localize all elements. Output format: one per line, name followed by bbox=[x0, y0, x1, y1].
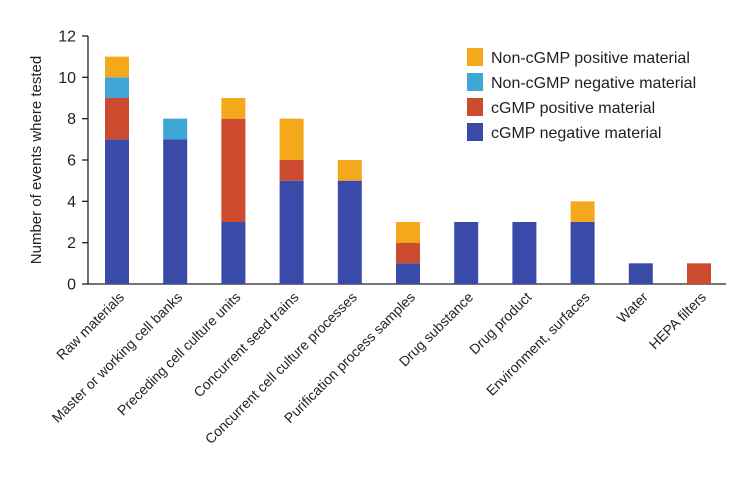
y-axis-title: Number of events where tested bbox=[28, 56, 45, 264]
y-tick-label: 0 bbox=[67, 277, 76, 294]
legend-label: cGMP negative material bbox=[491, 125, 661, 142]
bar-segment bbox=[687, 263, 711, 284]
bar-segment bbox=[105, 77, 129, 98]
x-tick-label: Concurrent seed trains bbox=[190, 289, 301, 400]
bar-segment bbox=[279, 180, 304, 284]
legend-label: Non-cGMP negative material bbox=[491, 75, 696, 92]
x-tick-label: Water bbox=[614, 289, 652, 327]
x-tick-label: Environment, surfaces bbox=[483, 289, 593, 399]
legend-label: cGMP positive material bbox=[491, 100, 655, 117]
bar-segment bbox=[279, 118, 304, 160]
y-tick-label: 10 bbox=[58, 70, 76, 87]
bar-segment bbox=[570, 222, 595, 284]
bar-segment bbox=[396, 222, 420, 243]
bar-segment bbox=[105, 139, 129, 284]
bar-segment bbox=[570, 201, 595, 222]
x-tick-label: HEPA filters bbox=[646, 289, 709, 352]
bar-segment bbox=[337, 180, 362, 284]
bar-segment bbox=[163, 139, 188, 284]
y-tick-label: 12 bbox=[58, 29, 76, 46]
legend-label: Non-cGMP positive material bbox=[491, 50, 690, 67]
legend-swatch bbox=[467, 73, 483, 91]
legend-swatch bbox=[467, 48, 483, 66]
bar-segment bbox=[105, 98, 129, 140]
y-tick-label: 8 bbox=[67, 111, 76, 128]
bars bbox=[105, 56, 711, 284]
x-tick-label: Preceding cell culture units bbox=[114, 289, 244, 419]
bar-segment bbox=[628, 263, 653, 284]
bar-segment bbox=[396, 263, 420, 284]
bar-segment bbox=[396, 242, 420, 264]
bar-segment bbox=[454, 222, 479, 284]
bar-segment bbox=[105, 56, 129, 78]
bar-segment bbox=[279, 160, 304, 181]
legend-swatch bbox=[467, 123, 483, 141]
y-tick-label: 4 bbox=[67, 194, 76, 211]
legend-swatch bbox=[467, 98, 483, 116]
legend: Non-cGMP positive material Non-cGMP negat… bbox=[467, 48, 696, 142]
y-tick-label: 6 bbox=[67, 153, 76, 170]
axes: 0 2 4 6 8 10 12 bbox=[58, 29, 726, 294]
bar-segment bbox=[221, 222, 246, 284]
bar-segment bbox=[221, 98, 246, 119]
bar-segment bbox=[512, 222, 537, 284]
y-tick-label: 2 bbox=[67, 235, 76, 252]
bar-segment bbox=[163, 118, 188, 140]
bar-segment bbox=[221, 118, 246, 222]
bar-segment bbox=[337, 160, 362, 181]
